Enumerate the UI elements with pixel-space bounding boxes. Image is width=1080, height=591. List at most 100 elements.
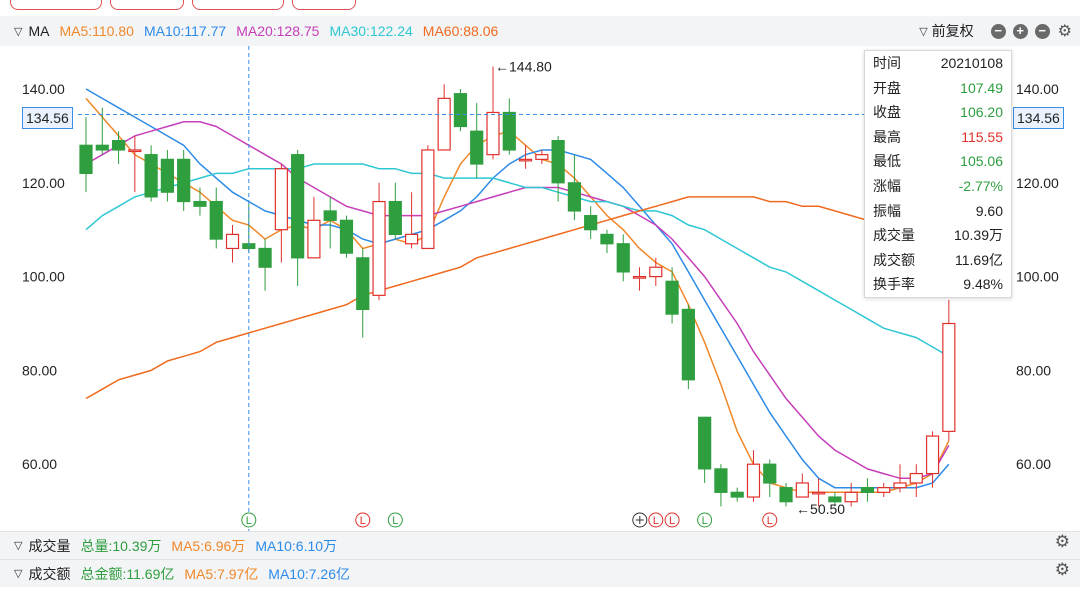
- ma10-value: MA10:117.77: [143, 23, 227, 39]
- candle: [291, 149, 305, 286]
- candle: [225, 225, 240, 263]
- candle: [193, 187, 207, 216]
- chevron-down-icon[interactable]: ▽: [14, 25, 23, 38]
- ma5-line: [85, 97, 950, 494]
- candle: [828, 492, 842, 507]
- candle: [470, 103, 484, 179]
- candle-body: [698, 416, 712, 470]
- adjust-chevron-icon[interactable]: ▽: [919, 25, 928, 38]
- candle-body: [828, 496, 842, 503]
- signal-label: L: [767, 515, 773, 527]
- tooltip-value: 9.48%: [963, 276, 1003, 293]
- top-tab-3[interactable]: [192, 0, 284, 10]
- candle: [356, 248, 370, 338]
- tooltip-value: -2.77%: [958, 177, 1003, 194]
- right-tick-80: 80.00: [1016, 362, 1051, 378]
- candle-body: [746, 463, 761, 498]
- candle-body: [193, 200, 207, 207]
- candle: [437, 84, 451, 151]
- candle-body: [681, 308, 695, 381]
- signal-label: L: [653, 515, 659, 527]
- tooltip-label: 收盘: [873, 104, 901, 121]
- tooltip-row-amount: 成交额 11.69亿: [873, 248, 1003, 273]
- top-tab-1[interactable]: [10, 0, 102, 10]
- candle: [144, 145, 158, 202]
- candle-body: [502, 111, 516, 151]
- candle: [567, 154, 582, 221]
- top-tab-strip: [0, 0, 1080, 12]
- plus-circle-icon[interactable]: +: [1012, 23, 1028, 39]
- candle-body: [470, 130, 484, 165]
- tooltip-row-open: 开盘 107.49: [873, 76, 1003, 101]
- candle: [209, 187, 223, 249]
- remove-circle-icon[interactable]: −: [1034, 23, 1050, 39]
- candle-body: [649, 266, 663, 278]
- gear-icon[interactable]: ⚙: [1054, 532, 1070, 551]
- amount-indicator-bar: ▽ 成交额 总金额:11.69亿 MA5:7.97亿 MA10:7.26亿 ⚙: [0, 559, 1080, 587]
- top-tab-2[interactable]: [110, 0, 184, 10]
- crosshair-price-left: 134.56: [22, 107, 73, 129]
- candle: [600, 229, 614, 254]
- candle: [177, 149, 191, 211]
- candle: [160, 149, 174, 202]
- candle-body: [95, 144, 109, 151]
- tooltip-value: 106.20: [960, 104, 1003, 121]
- candle: [95, 107, 109, 155]
- candle: [584, 206, 598, 240]
- right-tick-140: 140.00: [1016, 81, 1059, 97]
- signal-marker: [762, 512, 778, 528]
- candle-body: [942, 322, 956, 432]
- candle-body: [307, 219, 321, 259]
- ma30-value: MA30:122.24: [329, 23, 413, 39]
- chevron-down-icon[interactable]: ▽: [14, 540, 23, 552]
- gear-icon[interactable]: ⚙: [1054, 560, 1070, 579]
- gear-icon[interactable]: ⚙: [1057, 23, 1072, 40]
- candle-body: [323, 210, 337, 221]
- tooltip-row-volume: 成交量 10.39万: [873, 223, 1003, 248]
- high-price-annotation: ←144.80: [495, 58, 552, 74]
- crosshair: [78, 46, 1012, 531]
- signal-label: L: [360, 515, 366, 527]
- candle: [893, 464, 907, 493]
- right-tick-120: 120.00: [1016, 175, 1059, 191]
- ma20-line: [85, 121, 950, 480]
- ma-indicator-bar: ▽ MA MA5:110.80 MA10:117.77 MA20:128.75 …: [0, 16, 1080, 46]
- candle-body: [437, 97, 451, 151]
- ma-label[interactable]: MA: [28, 23, 50, 39]
- tooltip-row-low: 最低 105.06: [873, 149, 1003, 174]
- minus-circle-icon[interactable]: −: [990, 23, 1006, 39]
- candle: [746, 450, 761, 502]
- top-tab-4[interactable]: [292, 0, 356, 10]
- signal-label: L: [246, 515, 252, 527]
- candle: [518, 145, 533, 169]
- candle-body: [258, 247, 272, 268]
- total-volume: 总量:10.39万: [80, 537, 162, 554]
- candle: [128, 135, 142, 193]
- tooltip-label: 换手率: [873, 276, 915, 293]
- candle-body: [551, 139, 565, 184]
- crosshair-price-right: 134.56: [1013, 107, 1064, 129]
- volume-label[interactable]: 成交量: [28, 537, 71, 554]
- candle-body: [225, 233, 240, 250]
- tooltip-label: 开盘: [873, 79, 901, 96]
- candle-body: [518, 158, 533, 162]
- price-chart[interactable]: 140.00 120.00 100.00 80.00 60.00 140.00 …: [0, 46, 1080, 531]
- amount-ma5: MA5:7.97亿: [184, 565, 259, 582]
- chevron-down-icon[interactable]: ▽: [14, 568, 23, 580]
- amount-label[interactable]: 成交额: [28, 565, 71, 582]
- signal-label: L: [392, 515, 398, 527]
- tooltip-value: 105.06: [960, 153, 1003, 170]
- candle-body: [893, 482, 907, 489]
- candle-body: [339, 219, 354, 254]
- ma5-value: MA5:110.80: [59, 23, 134, 39]
- candle: [535, 149, 549, 165]
- tooltip-label: 最高: [873, 128, 901, 145]
- candle-body: [291, 154, 305, 259]
- ma-lines: [85, 88, 950, 494]
- candle-body: [584, 215, 598, 231]
- candle: [632, 267, 647, 291]
- signal-marker: [648, 512, 664, 528]
- volume-ma10: MA10:6.10万: [255, 537, 338, 554]
- tooltip-label: 涨幅: [873, 177, 901, 194]
- adjust-mode-select[interactable]: 前复权: [931, 23, 974, 39]
